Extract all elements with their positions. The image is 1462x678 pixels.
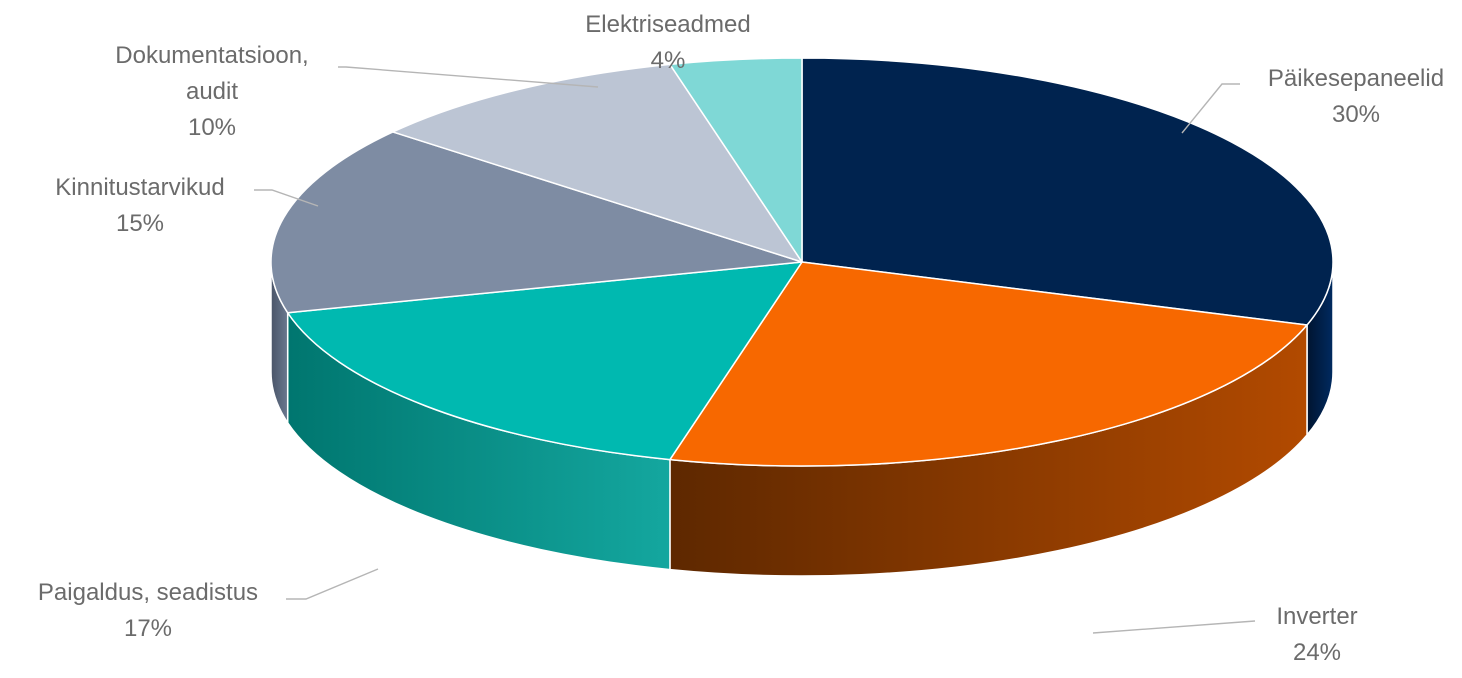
data-label-kinnitustarvikud: Kinnitustarvikud 15%: [55, 174, 224, 237]
leader-line-dokumentatsioon-audit: [338, 66, 599, 88]
data-label-category: Päikesepaneelid: [1268, 65, 1444, 92]
data-label-category: Elektriseadmed: [585, 11, 750, 38]
pie-slice-kinnitustarvikud: [270, 131, 803, 314]
pie-slice-elektriseadmed: [669, 57, 803, 263]
data-label-percent: 10%: [188, 114, 236, 141]
data-labels: Päikesepaneelid 30% Inverter 24% Paigaldus, …: [38, 11, 1444, 666]
leader-line-inverter: [1092, 620, 1256, 634]
pie-slice-inverter: [669, 261, 1308, 467]
leader-line-paikesepaneelid: [1181, 83, 1240, 134]
data-label-percent: 24%: [1293, 639, 1341, 666]
data-label-dokumentatsioon-audit: Dokumentatsioon, audit 10%: [115, 42, 308, 141]
data-label-percent: 17%: [124, 615, 172, 642]
data-label-category: Dokumentatsioon,: [115, 42, 308, 69]
data-label-category: Kinnitustarvikud: [55, 174, 224, 201]
data-label-category: Paigaldus, seadistus: [38, 579, 258, 606]
leader-lines: [254, 66, 1256, 634]
data-label-paigaldus-seadistus: Paigaldus, seadistus 17%: [38, 579, 258, 642]
data-label-percent: 30%: [1332, 101, 1380, 128]
pie-slice-paikesepaneelid: [801, 57, 1334, 326]
pie-slice-paigaldus-seadistus: [286, 261, 803, 461]
leader-line-kinnitustarvikud: [254, 189, 319, 207]
pie-top-faces: [270, 57, 1334, 467]
data-label-category: Inverter: [1276, 603, 1357, 630]
pie-sides: [270, 261, 1334, 577]
data-label-percent: 15%: [116, 210, 164, 237]
data-label-elektriseadmed: Elektriseadmed 4%: [585, 11, 750, 74]
data-label-paikesepaneelid: Päikesepaneelid 30%: [1268, 65, 1444, 128]
pie-slice-dokumentatsioon-audit: [392, 63, 803, 263]
data-label-percent: 4%: [651, 47, 686, 74]
data-label-inverter: Inverter 24%: [1276, 603, 1357, 666]
data-label-category: audit: [186, 78, 238, 105]
leader-line-paigaldus-seadistus: [286, 568, 379, 600]
